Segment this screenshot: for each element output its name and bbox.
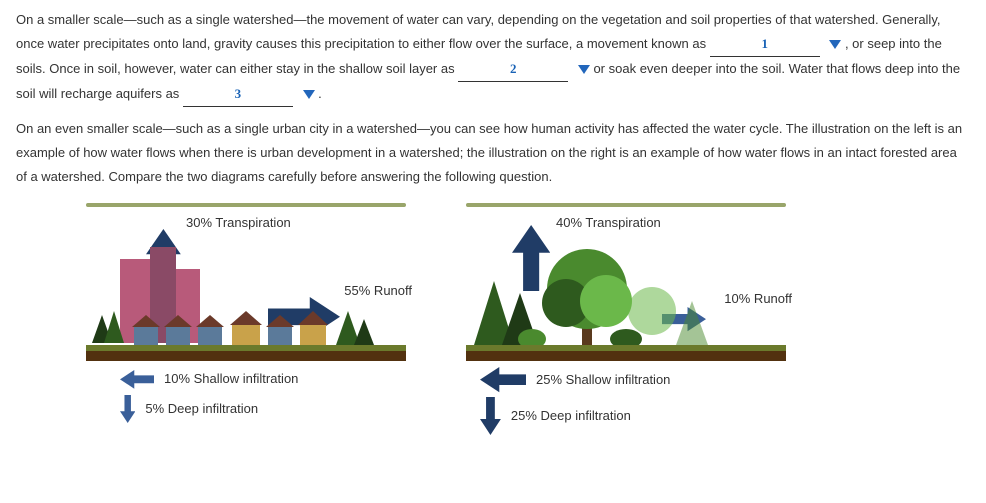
blank-dropdown-2[interactable]: 2 [458, 57, 568, 82]
diagram-forest: 40% Transpiration 10% Runoff [466, 203, 786, 438]
p1-text-d: . [318, 86, 322, 101]
forest-deep-label: 25% Deep infiltration [511, 404, 631, 428]
arrow-left-icon [120, 370, 154, 389]
diagrams-row: 30% Transpiration 55% Runoff [16, 203, 970, 438]
urban-illustration [86, 211, 406, 361]
paragraph-compare: On an even smaller scale—such as a singl… [16, 117, 970, 189]
arrow-left-icon [480, 367, 526, 392]
forest-below: 25% Shallow infiltration 25% Deep infilt… [466, 367, 786, 434]
diagram-urban: 30% Transpiration 55% Runoff [86, 203, 406, 438]
chevron-down-icon[interactable] [303, 90, 315, 100]
urban-shallow-label: 10% Shallow infiltration [164, 367, 298, 391]
blank-2-value: 2 [510, 61, 517, 76]
blank-dropdown-1[interactable]: 1 [710, 32, 820, 57]
urban-shallow-row: 10% Shallow infiltration [120, 367, 406, 391]
urban-deep-label: 5% Deep infiltration [145, 397, 258, 421]
forest-shallow-label: 25% Shallow infiltration [536, 368, 670, 392]
arrow-down-icon [480, 397, 501, 435]
paragraph-watershed: On a smaller scale—such as a single wate… [16, 8, 970, 107]
forest-illustration [466, 211, 786, 361]
forest-deep-row: 25% Deep infiltration [480, 397, 786, 435]
urban-below: 10% Shallow infiltration 5% Deep infiltr… [86, 367, 406, 423]
chevron-down-icon[interactable] [829, 40, 841, 50]
blank-dropdown-3[interactable]: 3 [183, 82, 293, 107]
forest-scene: 40% Transpiration 10% Runoff [466, 211, 786, 361]
blank-1-value: 1 [761, 36, 768, 51]
blank-3-value: 3 [235, 86, 242, 101]
urban-deep-row: 5% Deep infiltration [120, 395, 406, 423]
forest-shallow-row: 25% Shallow infiltration [480, 367, 786, 392]
chevron-down-icon[interactable] [578, 65, 590, 75]
arrow-down-icon [120, 395, 135, 423]
urban-scene: 30% Transpiration 55% Runoff [86, 211, 406, 361]
top-bar [86, 203, 406, 207]
top-bar [466, 203, 786, 207]
